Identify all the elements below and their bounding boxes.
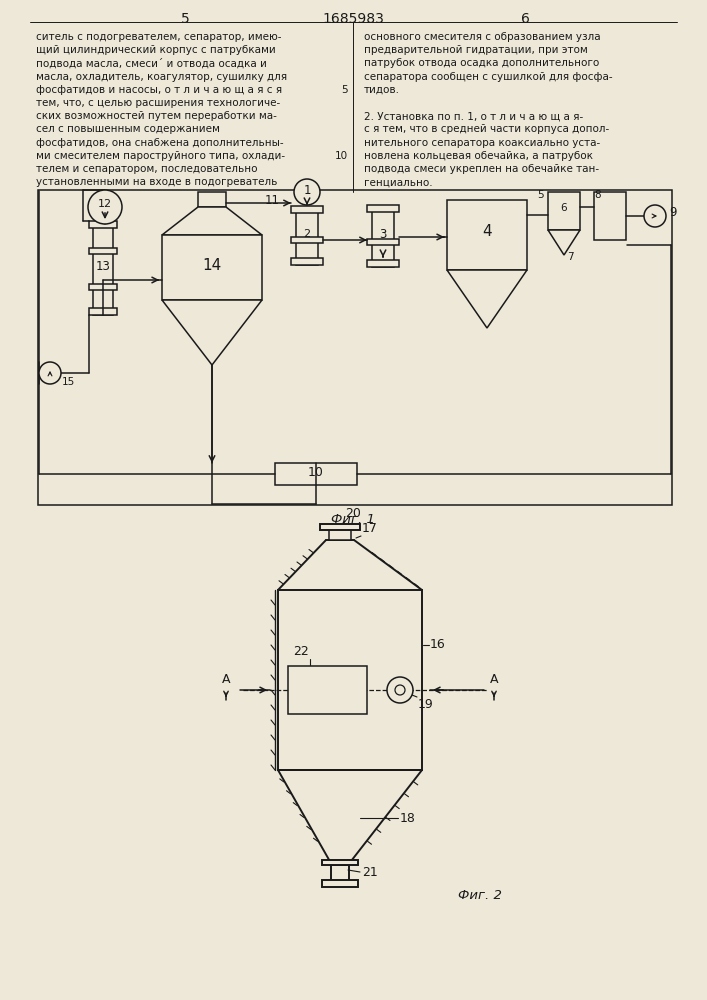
Bar bbox=[594, 192, 626, 240]
Text: сел с повышенным содержанием: сел с повышенным содержанием bbox=[36, 124, 220, 134]
Circle shape bbox=[39, 362, 61, 384]
Text: 2: 2 bbox=[303, 229, 310, 239]
Bar bbox=[291, 206, 323, 213]
Text: 5: 5 bbox=[180, 12, 189, 26]
Text: ми смесителем пароструйного типа, охлади-: ми смесителем пароструйного типа, охлади… bbox=[36, 151, 285, 161]
Text: Фиг. 1: Фиг. 1 bbox=[331, 513, 375, 526]
Text: 4: 4 bbox=[482, 225, 492, 239]
Text: ситель с подогревателем, сепаратор, имею-: ситель с подогревателем, сепаратор, имею… bbox=[36, 32, 281, 42]
Bar bbox=[38, 190, 672, 505]
Text: патрубок отвода осадка дополнительного: патрубок отвода осадка дополнительного bbox=[364, 58, 600, 68]
Text: 20: 20 bbox=[345, 507, 361, 520]
Text: предварительной гидратации, при этом: предварительной гидратации, при этом bbox=[364, 45, 588, 55]
Bar bbox=[331, 865, 349, 883]
Bar bbox=[93, 223, 113, 315]
Text: 13: 13 bbox=[95, 259, 110, 272]
Text: масла, охладитель, коагулятор, сушилку для: масла, охладитель, коагулятор, сушилку д… bbox=[36, 72, 287, 82]
Text: установленными на входе в подогреватель: установленными на входе в подогреватель bbox=[36, 177, 277, 187]
Bar bbox=[367, 239, 399, 245]
Text: ских возможностей путем переработки ма-: ских возможностей путем переработки ма- bbox=[36, 111, 277, 121]
Text: 1: 1 bbox=[303, 184, 311, 196]
Text: новлена кольцевая обечайка, а патрубок: новлена кольцевая обечайка, а патрубок bbox=[364, 151, 593, 161]
Bar bbox=[89, 284, 117, 290]
Text: подвода масла, смеси´ и отвода осадка и: подвода масла, смеси´ и отвода осадка и bbox=[36, 58, 267, 69]
Text: основного смесителя с образованием узла: основного смесителя с образованием узла bbox=[364, 32, 601, 42]
Circle shape bbox=[644, 205, 666, 227]
Text: 5: 5 bbox=[341, 85, 348, 95]
Text: 10: 10 bbox=[335, 151, 348, 161]
Text: 19: 19 bbox=[418, 698, 434, 711]
Text: сепаратора сообщен с сушилкой для фосфа-: сепаратора сообщен с сушилкой для фосфа- bbox=[364, 72, 613, 82]
Text: нительного сепаратора коаксиально уста-: нительного сепаратора коаксиально уста- bbox=[364, 138, 600, 148]
Text: 5: 5 bbox=[537, 190, 544, 200]
Text: A: A bbox=[490, 673, 498, 686]
Circle shape bbox=[88, 190, 122, 224]
Bar bbox=[329, 526, 351, 540]
Text: тидов.: тидов. bbox=[364, 85, 400, 95]
Text: 6: 6 bbox=[561, 203, 567, 213]
Text: A: A bbox=[222, 673, 230, 686]
Polygon shape bbox=[548, 230, 580, 255]
Text: 12: 12 bbox=[98, 199, 112, 209]
Text: 10: 10 bbox=[308, 466, 324, 479]
Circle shape bbox=[395, 685, 405, 695]
Bar bbox=[296, 208, 318, 265]
Bar bbox=[548, 192, 580, 230]
Text: Фиг. 2: Фиг. 2 bbox=[458, 889, 502, 902]
Bar bbox=[320, 524, 360, 530]
Text: 17: 17 bbox=[362, 522, 378, 535]
Text: 15: 15 bbox=[62, 377, 75, 387]
Text: 11: 11 bbox=[265, 194, 280, 207]
Polygon shape bbox=[447, 270, 527, 328]
Text: фосфатидов, она снабжена дополнительны-: фосфатидов, она снабжена дополнительны- bbox=[36, 138, 284, 148]
Bar bbox=[89, 221, 117, 228]
Text: 1685983: 1685983 bbox=[322, 12, 384, 26]
Bar bbox=[322, 860, 358, 865]
Bar bbox=[275, 463, 357, 485]
Bar bbox=[367, 260, 399, 267]
Text: щий цилиндрический корпус с патрубками: щий цилиндрический корпус с патрубками bbox=[36, 45, 276, 55]
Text: 2. Установка по п. 1, о т л и ч а ю щ а я-: 2. Установка по п. 1, о т л и ч а ю щ а … bbox=[364, 111, 583, 121]
Text: 16: 16 bbox=[430, 639, 445, 652]
Bar bbox=[291, 258, 323, 265]
Text: генциально.: генциально. bbox=[364, 177, 433, 187]
Bar bbox=[198, 192, 226, 207]
Bar bbox=[288, 666, 367, 714]
Bar bbox=[162, 235, 262, 300]
Text: 8: 8 bbox=[594, 190, 601, 200]
Text: 21: 21 bbox=[362, 866, 378, 880]
Polygon shape bbox=[162, 207, 262, 235]
Text: 3: 3 bbox=[380, 228, 387, 240]
Bar bbox=[278, 590, 422, 770]
Bar bbox=[322, 880, 358, 887]
Text: подвода смеси укреплен на обечайке тан-: подвода смеси укреплен на обечайке тан- bbox=[364, 164, 599, 174]
Bar bbox=[447, 200, 527, 270]
Bar bbox=[89, 308, 117, 315]
Bar bbox=[291, 237, 323, 243]
Circle shape bbox=[387, 677, 413, 703]
Text: 14: 14 bbox=[202, 257, 221, 272]
Bar bbox=[372, 207, 394, 267]
Polygon shape bbox=[162, 300, 262, 365]
Text: фосфатидов и насосы, о т л и ч а ю щ а я с я: фосфатидов и насосы, о т л и ч а ю щ а я… bbox=[36, 85, 282, 95]
Text: телем и сепаратором, последовательно: телем и сепаратором, последовательно bbox=[36, 164, 257, 174]
Text: 22: 22 bbox=[293, 645, 309, 658]
Text: с я тем, что в средней части корпуса допол-: с я тем, что в средней части корпуса доп… bbox=[364, 124, 609, 134]
Circle shape bbox=[294, 179, 320, 205]
Text: 18: 18 bbox=[400, 812, 416, 824]
Bar bbox=[89, 248, 117, 254]
Text: 6: 6 bbox=[520, 12, 530, 26]
Text: 9: 9 bbox=[669, 207, 677, 220]
Text: 7: 7 bbox=[567, 252, 573, 262]
Text: тем, что, с целью расширения технологиче-: тем, что, с целью расширения технологиче… bbox=[36, 98, 280, 108]
Bar bbox=[367, 205, 399, 212]
